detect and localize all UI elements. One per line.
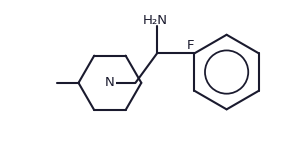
- Text: N: N: [105, 76, 115, 89]
- Text: H₂N: H₂N: [142, 14, 168, 27]
- Text: F: F: [187, 39, 194, 52]
